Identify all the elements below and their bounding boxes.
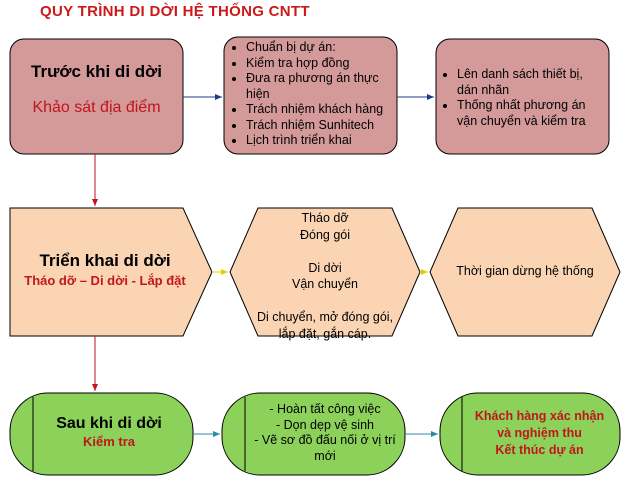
text-line: Di chuyển, mở đóng gói, xyxy=(256,310,394,324)
row1-box3-list: Lên danh sách thiết bị, dán nhãnThống nh… xyxy=(441,67,607,129)
row2-box1-title: Triển khai di dời xyxy=(39,251,171,270)
text-line: lắp đặt, gắn cáp. xyxy=(278,326,372,341)
row3-box1-subtitle: Kiểm tra xyxy=(82,434,136,449)
row1-box2-text: Chuẩn bị dự án:Kiểm tra hợp đồngĐưa ra p… xyxy=(230,40,396,149)
row3-box2-text: - Hoàn tất công việc - Dọn dẹp vệ sinh - V… xyxy=(246,402,404,464)
list-item: Đưa ra phương án thực hiện xyxy=(246,71,396,102)
row2-box1-shape xyxy=(9,207,213,337)
text-line: và nghiệm thu xyxy=(497,426,582,440)
text-line xyxy=(240,243,410,260)
list-item: Chuẩn bị dự án: xyxy=(246,40,396,56)
diagram-title: QUY TRÌNH DI DỜI HỆ THỐNG CNTT xyxy=(40,3,310,20)
text-line xyxy=(240,293,410,310)
text-line: - Vẽ sơ đồ đấu nối ở vị trí xyxy=(254,433,396,447)
text-line: Kết thúc dự án xyxy=(495,443,584,457)
text-line: Tháo dỡ xyxy=(301,211,349,225)
row2-box3-text: Thời gian dừng hệ thống xyxy=(440,264,610,278)
row1-box2-shape xyxy=(223,36,398,155)
list-item: Thống nhất phương án vận chuyển và kiểm … xyxy=(457,98,607,129)
row2-box2-text: Tháo dỡ Đóng gói Di dời Vận chuyển Di chuy… xyxy=(240,210,410,342)
text-line: Vận chuyển xyxy=(291,277,359,291)
text-line: - Hoàn tất công việc xyxy=(269,402,381,416)
text-line: Đóng gói xyxy=(299,227,351,242)
row2-box3-label: Thời gian dừng hệ thống xyxy=(456,264,594,278)
text-line: - Dọn dẹp vệ sinh xyxy=(276,417,374,432)
row2-box2-shape xyxy=(229,207,421,337)
row1-box1-text: Trước khi di dời Khảo sát địa điểm xyxy=(10,62,183,117)
list-item: Lịch trình triển khai xyxy=(246,133,396,149)
row3-box1-text: Sau khi di dời Kiểm tra xyxy=(34,415,184,449)
row2-box1-text: Triển khai di dời Tháo dỡ – Di dời - Lắp… xyxy=(10,251,200,288)
row2-box3-shape xyxy=(429,207,621,337)
row1-box1-subtitle: Khảo sát địa điểm xyxy=(32,99,161,116)
list-item: Trách nhiệm Sunhitech xyxy=(246,118,396,134)
list-item: Kiểm tra hợp đồng xyxy=(246,56,396,72)
row1-box2-list: Chuẩn bị dự án:Kiểm tra hợp đồngĐưa ra p… xyxy=(230,40,396,149)
text-line: Di dời xyxy=(308,260,342,275)
list-item: Lên danh sách thiết bị, dán nhãn xyxy=(457,67,607,98)
row1-box1-title: Trước khi di dời xyxy=(31,62,162,81)
row2-box1-subtitle: Tháo dỡ – Di dời - Lắp đặt xyxy=(24,273,186,288)
text-line: mới xyxy=(314,448,336,463)
list-item: Trách nhiệm khách hàng xyxy=(246,102,396,118)
row3-box3-text: Khách hàng xác nhận và nghiệm thu Kết thúc… xyxy=(462,408,617,459)
row1-box3-shape xyxy=(435,38,610,155)
text-line: Khách hàng xác nhận xyxy=(474,409,605,423)
row1-box3-text: Lên danh sách thiết bị, dán nhãnThống nh… xyxy=(441,67,607,129)
row3-box1-title: Sau khi di dời xyxy=(56,415,162,432)
row3-box3-shape xyxy=(439,392,621,476)
